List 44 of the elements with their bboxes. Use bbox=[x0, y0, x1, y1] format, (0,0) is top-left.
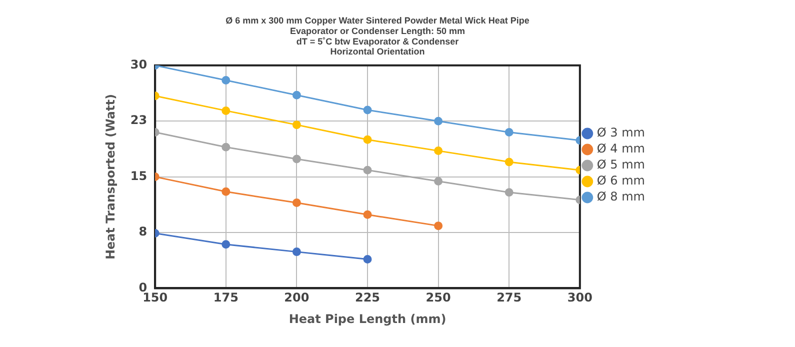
point bbox=[434, 146, 443, 156]
point bbox=[434, 222, 443, 230]
point bbox=[222, 76, 230, 85]
point bbox=[363, 210, 372, 219]
point bbox=[292, 154, 301, 164]
point bbox=[363, 135, 372, 144]
point bbox=[504, 188, 514, 197]
legend-label: Ø 8 mm bbox=[596, 190, 646, 204]
point bbox=[292, 198, 301, 208]
x-tick-label: 150 bbox=[142, 290, 168, 305]
x-axis-title: Heat Pipe Length (mm) bbox=[288, 312, 446, 326]
point bbox=[222, 240, 230, 249]
point bbox=[222, 187, 230, 196]
y-tick-label: 23 bbox=[130, 113, 148, 128]
point bbox=[504, 158, 514, 166]
x-tick-label: 225 bbox=[354, 290, 380, 305]
text: Ø 6 mm x 300 mm Copper Water Sintered Powder Metal Wick Heat Pipe bbox=[226, 16, 530, 26]
point bbox=[434, 177, 443, 186]
point bbox=[363, 166, 372, 174]
point bbox=[222, 106, 230, 115]
text: Evaporator or Condenser Length: 50 mm bbox=[290, 26, 466, 36]
point bbox=[504, 128, 514, 136]
text: Horizontal Orientation bbox=[330, 46, 425, 57]
x-tick-label: 175 bbox=[213, 290, 238, 305]
legend-label: Ø 6 mm bbox=[596, 174, 646, 188]
x-tick-label: 250 bbox=[426, 290, 451, 305]
point bbox=[292, 248, 301, 256]
x-tick-label: 275 bbox=[496, 290, 522, 305]
y-tick-label: 8 bbox=[138, 224, 148, 239]
point bbox=[292, 120, 301, 130]
y-axis-title: Heat Transported (Watt) bbox=[103, 94, 118, 260]
y-tick-label: 30 bbox=[130, 58, 148, 72]
point bbox=[363, 106, 372, 114]
point bbox=[363, 254, 372, 264]
legend-label: Ø 3 mm bbox=[596, 126, 646, 140]
x-tick-label: 300 bbox=[567, 290, 592, 305]
text: dT = 5˚C btw Evaporator & Condenser bbox=[296, 36, 459, 46]
y-tick-label: 15 bbox=[130, 168, 148, 183]
legend-label: Ø 5 mm bbox=[596, 158, 646, 172]
point bbox=[292, 90, 301, 100]
x-tick-label: 200 bbox=[284, 290, 310, 305]
point bbox=[434, 116, 443, 126]
point bbox=[222, 142, 230, 152]
legend-label: Ø 4 mm bbox=[596, 142, 646, 156]
